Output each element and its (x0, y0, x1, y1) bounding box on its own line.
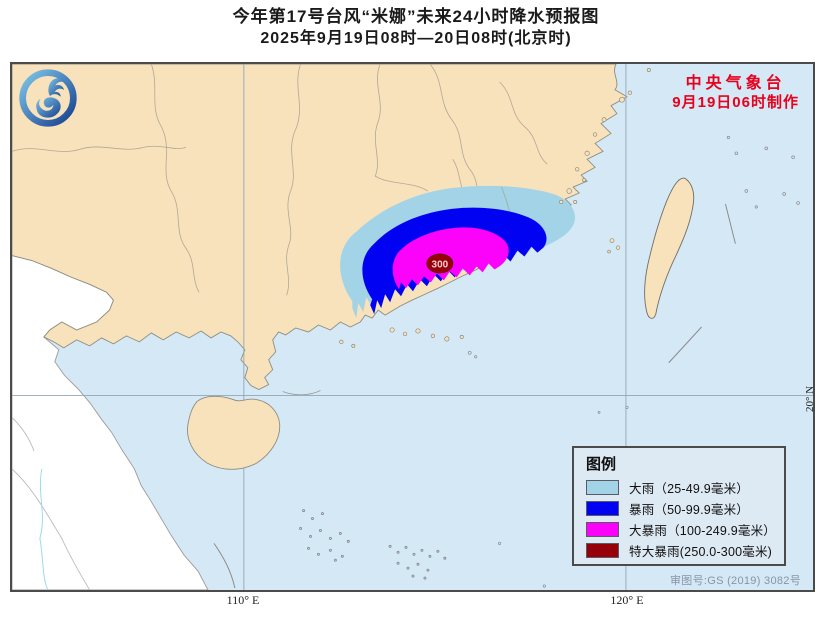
maker-agency: 中央气象台 (685, 75, 786, 92)
rain-zone-extreme-rainstorm (426, 253, 454, 274)
lat-label-20n: 20° N (804, 385, 816, 412)
paracel-islands (299, 509, 350, 562)
taiwan-island (644, 177, 695, 319)
vietnam-internal-border (12, 468, 90, 590)
river-line (39, 468, 49, 590)
legend-row: 大暴雨（100-249.9毫米） (586, 519, 784, 540)
coastal-islands (339, 68, 651, 348)
page-title: 今年第17号台风“米娜”未来24小时降水预报图 2025年9月19日08时—20… (0, 6, 832, 49)
maker-annotation: 中央气象台 9月19日06时制作 (672, 74, 799, 112)
qiongzhou-strait-line (282, 390, 321, 396)
zhongsha-islands (388, 544, 447, 580)
title-line2: 2025年9月19日08时—20日08时(北京时) (260, 30, 572, 47)
max-rain-value: 300 (432, 259, 449, 270)
cma-logo-icon (19, 69, 77, 127)
legend-row: 大雨（25-49.9毫米） (586, 477, 784, 498)
legend-row: 特大暴雨(250.0-300毫米) (586, 540, 784, 561)
maker-time: 9月19日06时制作 (672, 94, 799, 111)
base-map: 300 (12, 64, 813, 590)
legend-swatch-extreme-rainstorm (586, 543, 619, 558)
map-license-number: 审图号:GS (2019) 3082号 (669, 575, 801, 587)
map-canvas: 300 (10, 62, 815, 592)
title-line1: 今年第17号台风“米娜”未来24小时降水预报图 (232, 7, 600, 26)
legend-row: 暴雨（50-99.9毫米） (586, 498, 784, 519)
legend-swatch-rainstorm (586, 501, 619, 516)
legend-title: 图例 (586, 456, 617, 473)
mainland-landmass (12, 64, 628, 391)
legend-swatch-heavy-rain (586, 480, 619, 495)
legend-swatch-heavy-rainstorm (586, 522, 619, 537)
lon-label-110e: 110° E (226, 593, 260, 607)
legend-box: 图例 大雨（25-49.9毫米） 暴雨（50-99.9毫米） 大暴雨（100-2… (572, 446, 786, 566)
island-specks (467, 135, 800, 588)
lon-label-120e: 120° E (610, 593, 644, 607)
hainan-island (187, 395, 281, 470)
sea-boundary-dashes (213, 203, 736, 589)
legend-label: 大雨（25-49.9毫米） (629, 482, 749, 496)
legend-label: 大暴雨（100-249.9毫米） (629, 524, 776, 538)
legend-label: 特大暴雨(250.0-300毫米) (629, 545, 773, 559)
legend-label: 暴雨（50-99.9毫米） (629, 503, 749, 517)
vietnam-internal-border2 (12, 417, 35, 452)
